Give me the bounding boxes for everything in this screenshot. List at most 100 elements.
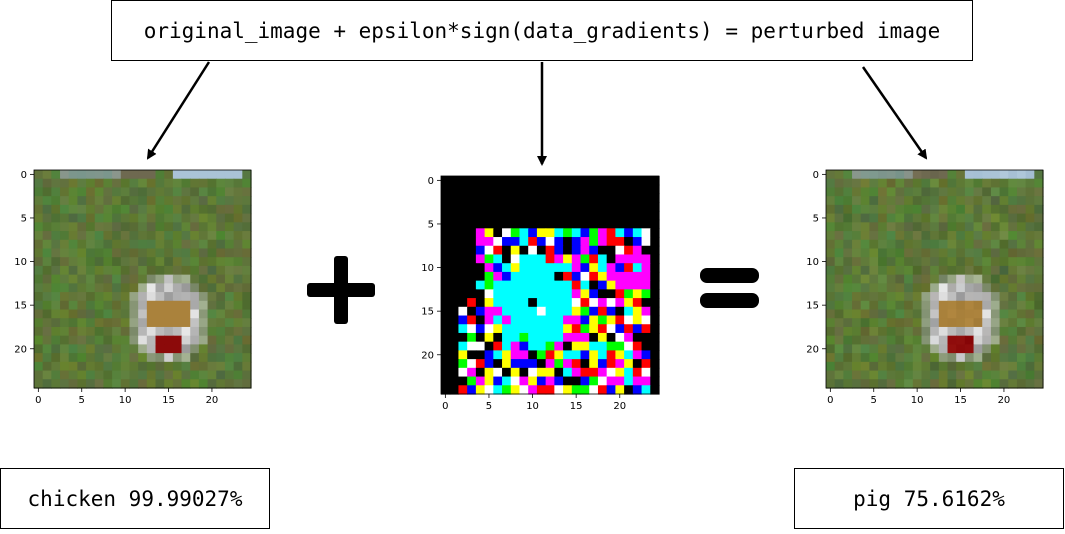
pixel-cell	[493, 306, 503, 317]
pixel-cell	[120, 196, 131, 206]
pixel-cell	[519, 210, 529, 221]
pixel-cell	[869, 239, 879, 250]
pixel-cell	[860, 370, 870, 380]
pixel-cell	[94, 231, 105, 241]
pixel-cell	[458, 280, 468, 290]
pixel-cell	[1034, 231, 1044, 241]
pixel-cell	[86, 318, 96, 328]
pixel-cell	[198, 318, 209, 328]
pixel-cell	[475, 324, 486, 334]
pixel-cell	[982, 170, 992, 180]
pixel-cell	[834, 292, 844, 302]
pixel-cell	[242, 170, 252, 180]
pixel-cell	[1008, 248, 1018, 258]
pixel-cell	[172, 265, 183, 276]
pixel-cell	[852, 361, 862, 372]
pixel-cell	[129, 326, 139, 337]
pixel-cell	[198, 370, 209, 380]
pixel-cell	[146, 309, 157, 319]
pixel-cell	[77, 326, 87, 337]
pixel-cell	[68, 257, 78, 267]
pixel-cell	[999, 196, 1009, 206]
pixel-cell	[571, 332, 582, 343]
pixel-cell	[94, 239, 105, 250]
pixel-cell	[449, 376, 460, 386]
pixel-cell	[878, 300, 888, 311]
pixel-cell	[624, 176, 634, 186]
pixel-cell	[956, 309, 966, 319]
pixel-cell	[129, 344, 139, 354]
pixel-cell	[484, 298, 494, 308]
pixel-cell	[1025, 353, 1035, 363]
pixel-cell	[930, 335, 940, 345]
pixel-cell	[869, 196, 879, 206]
pixel-cell	[51, 222, 61, 232]
pixel-cell	[843, 204, 853, 215]
pixel-cell	[42, 265, 52, 276]
pixel-cell	[938, 213, 949, 223]
pixel-cell	[198, 222, 209, 232]
pixel-cell	[34, 283, 44, 293]
pixel-cell	[172, 222, 183, 232]
pixel-cell	[554, 202, 564, 212]
pixel-cell	[597, 219, 608, 229]
pixel-cell	[826, 283, 836, 293]
pixel-cell	[216, 274, 226, 284]
pixel-cell	[597, 237, 608, 247]
pixel-cell	[650, 202, 660, 212]
pixel-cell	[475, 184, 486, 195]
pixel-cell	[207, 326, 217, 337]
pixel-cell	[947, 309, 957, 319]
pixel-cell	[190, 196, 200, 206]
pixel-cell	[964, 265, 975, 276]
pixel-cell	[1034, 292, 1044, 302]
pixel-cell	[947, 265, 957, 276]
pixel-cell	[650, 237, 660, 247]
pixel-cell	[563, 385, 573, 395]
pixel-cell	[852, 239, 862, 250]
pixel-cell	[930, 239, 940, 250]
pixel-cell	[120, 178, 131, 189]
pixel-cell	[938, 196, 949, 206]
pixel-cell	[138, 353, 148, 363]
pixel-cell	[1034, 213, 1044, 223]
pixel-cell	[999, 283, 1009, 293]
pixel-cell	[233, 274, 243, 284]
pixel-cell	[852, 274, 862, 284]
pixel-cell	[990, 309, 1001, 319]
pixel-cell	[1025, 292, 1035, 302]
pixel-cell	[233, 204, 243, 215]
pixel-cell	[999, 231, 1009, 241]
pixel-cell	[164, 344, 174, 354]
pixel-cell	[571, 359, 582, 369]
pixel-cell	[1016, 178, 1027, 189]
pixel-cell	[441, 245, 451, 256]
pixel-cell	[198, 239, 209, 250]
pixel-cell	[103, 248, 113, 258]
pixel-cell	[51, 326, 61, 337]
pixel-cell	[834, 196, 844, 206]
pixel-cell	[155, 292, 165, 302]
pixel-cell	[484, 210, 494, 221]
pixel-cell	[860, 213, 870, 223]
pixel-cell	[198, 361, 209, 372]
pixel-cell	[878, 213, 888, 223]
pixel-cell	[973, 326, 983, 337]
pixel-cell	[216, 361, 226, 372]
pixel-cell	[138, 196, 148, 206]
pixel-cell	[103, 178, 113, 189]
pixel-cell	[86, 231, 96, 241]
pixel-cell	[571, 193, 582, 203]
pixel-cell	[571, 367, 582, 378]
pixel-cell	[826, 318, 836, 328]
pixel-cell	[956, 370, 966, 380]
pixel-cell	[597, 176, 608, 186]
pixel-cell	[224, 239, 235, 250]
pixel-cell	[60, 178, 70, 189]
pixel-cell	[233, 213, 243, 223]
pixel-cell	[120, 335, 131, 345]
pixel-cell	[904, 265, 914, 276]
y-tick-label: 5	[21, 213, 27, 224]
pixel-cell	[615, 228, 625, 238]
pixel-cell	[216, 257, 226, 267]
